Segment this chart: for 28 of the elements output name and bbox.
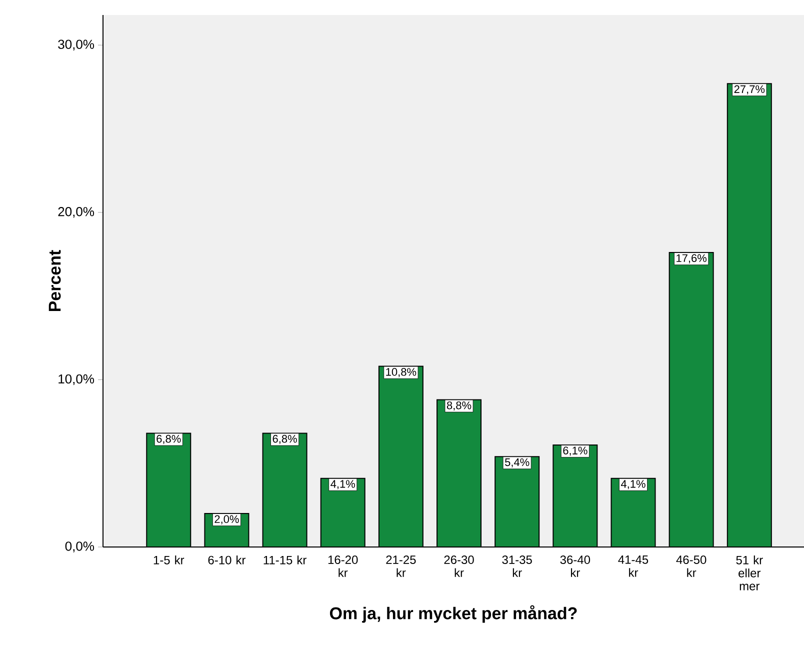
x-tick-label: 46-50 kr [676, 556, 706, 577]
y-tick-label: 0,0% [65, 542, 94, 552]
x-tick-label: 41-45 kr [618, 556, 648, 577]
data-label: 6,8% [272, 434, 297, 444]
x-tick-label: 51 kr eller mer [736, 556, 763, 590]
y-tick-label: 20,0% [58, 207, 94, 218]
y-axis-title: Percent [48, 250, 61, 312]
data-label: 27,7% [734, 85, 765, 94]
data-label: 17,6% [676, 254, 707, 264]
data-label: 4,1% [330, 480, 355, 490]
x-tick-label: 36-40 kr [560, 556, 590, 577]
data-label: 4,1% [620, 480, 646, 490]
data-label: 6,8% [156, 434, 181, 444]
y-tick-label: 30,0% [58, 40, 94, 50]
x-tick-label: 11-15 kr [264, 556, 306, 564]
x-tick-label: 1-5 kr [154, 556, 184, 564]
data-label: 2,0% [214, 515, 239, 524]
data-label: 5,4% [505, 458, 530, 468]
x-tick-label: 26-30 kr [444, 556, 474, 577]
y-tick-label: 10,0% [58, 374, 94, 386]
x-tick-label: 31-35 kr [502, 556, 532, 577]
data-label: 8,8% [446, 401, 472, 411]
x-axis-title: Om ja, hur mycket per månad? [330, 605, 577, 623]
x-tick-label: 6-10 kr [208, 556, 246, 564]
data-label: 10,8% [386, 368, 416, 378]
x-tick-label: 16-20 kr [328, 556, 358, 577]
x-tick-label: 21-25 kr [386, 556, 416, 577]
data-label: 6,1% [563, 446, 588, 456]
